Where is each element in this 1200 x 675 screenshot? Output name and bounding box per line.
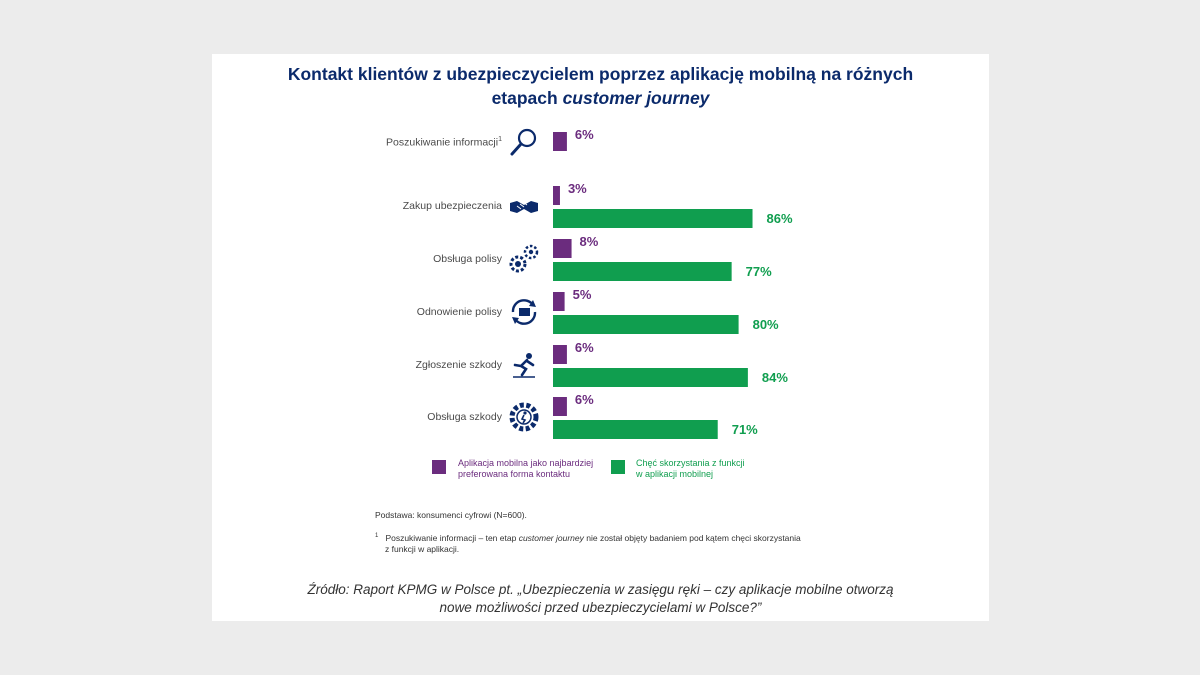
footnote-text-italic: customer journey: [518, 532, 584, 543]
footnote-text-pre: Poszukiwanie informacji – ten etap: [385, 532, 519, 543]
legend-swatch-green: [611, 460, 625, 474]
category-label: Odnowienie polisy: [416, 306, 502, 318]
accident-icon: [507, 348, 541, 382]
category-label: Obsługa polisy: [433, 253, 502, 265]
bar-preferred: [553, 292, 565, 311]
value-label-willingness: 80%: [753, 317, 779, 332]
value-label-willingness: 84%: [762, 370, 788, 385]
legend-label-purple: Aplikacja mobilna jako najbardziej prefe…: [458, 458, 593, 480]
bar-willingness: [553, 368, 748, 387]
value-label-preferred: 5%: [573, 287, 592, 302]
value-label-willingness: 86%: [767, 211, 793, 226]
value-label-preferred: 6%: [575, 392, 594, 407]
legend-green-line2: w aplikacji mobilnej: [636, 469, 714, 479]
value-label-preferred: 6%: [575, 127, 594, 142]
legend-purple-line1: Aplikacja mobilna jako najbardziej: [458, 458, 594, 468]
bar-willingness: [553, 209, 753, 228]
category-label: Obsługa szkody: [427, 411, 502, 423]
footnote-text-post: nie został objęty badaniem pod kątem chę…: [583, 532, 801, 543]
legend-green-line1: Chęć skorzystania z funkcji: [636, 458, 745, 468]
legend-purple-line2: preferowana forma kontaktu: [458, 469, 571, 479]
magnifier-icon: [507, 125, 541, 159]
value-label-preferred: 6%: [575, 340, 594, 355]
category-label: Poszukiwanie informacji1: [386, 135, 502, 149]
bar-preferred: [553, 132, 567, 151]
category-label: Zgłoszenie szkody: [415, 359, 502, 371]
value-label-preferred: 3%: [568, 181, 587, 196]
chart-title-line2: etapach customer journey: [212, 86, 989, 110]
bar-preferred: [553, 345, 567, 364]
footnote: 1 Poszukiwanie informacji – ten etap cus…: [375, 531, 801, 555]
legend-swatch-purple: [432, 460, 446, 474]
value-label-willingness: 71%: [732, 422, 758, 437]
legend-label-green: Chęć skorzystania z funkcji w aplikacji …: [636, 458, 745, 480]
chart-title: Kontakt klientów z ubezpieczycielem popr…: [212, 62, 989, 110]
source-line1: Źródło: Raport KPMG w Polsce pt. „Ubezpi…: [307, 582, 894, 597]
value-label-willingness: 77%: [746, 264, 772, 279]
bar-willingness: [553, 420, 718, 439]
basis-note: Podstawa: konsumenci cyfrowi (N=600).: [375, 510, 527, 520]
handshake-icon: [507, 189, 541, 223]
footnote-mark: 1: [498, 135, 502, 143]
bar-chart: 6% 3% 86% 8% 77% 5% 80% 6% 84% 6% 71%: [553, 127, 793, 439]
renewal-icon: [507, 295, 541, 329]
chart-title-line1: Kontakt klientów z ubezpieczycielem popr…: [287, 64, 914, 84]
chart-title-prefix: etapach: [491, 88, 563, 108]
source-line2: nowe możliwości przed ubezpieczycielami …: [439, 600, 762, 615]
value-label-preferred: 8%: [580, 234, 599, 249]
category-label: Zakup ubezpieczenia: [402, 200, 502, 212]
bar-preferred: [553, 397, 567, 416]
footnote-line2: z funkcji w aplikacji.: [385, 543, 460, 554]
bar-preferred: [553, 239, 572, 258]
chart-title-italic: customer journey: [562, 88, 710, 108]
bar-willingness: [553, 315, 739, 334]
gear-person-icon: [507, 400, 541, 434]
source-note: Źródło: Raport KPMG w Polsce pt. „Ubezpi…: [212, 581, 989, 617]
chart-card: Kontakt klientów z ubezpieczycielem popr…: [212, 54, 989, 621]
footnote-mark: 1: [375, 533, 379, 539]
bar-willingness: [553, 262, 732, 281]
bar-preferred: [553, 186, 560, 205]
gears-icon: [507, 242, 541, 276]
